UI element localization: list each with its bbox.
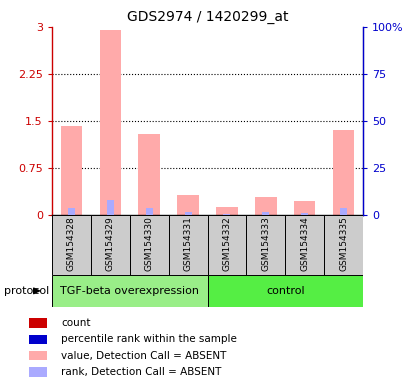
Text: value, Detection Call = ABSENT: value, Detection Call = ABSENT (61, 351, 227, 361)
Text: GSM154334: GSM154334 (300, 216, 309, 271)
Bar (139, 134, 160, 215)
Bar (29, 351, 47, 360)
Title: GDS2974 / 1420299_at: GDS2974 / 1420299_at (127, 10, 288, 25)
Bar (294, 201, 315, 215)
Text: GSM154330: GSM154330 (145, 216, 154, 271)
Text: percentile rank within the sample: percentile rank within the sample (61, 334, 237, 344)
Bar (333, 131, 354, 215)
Bar (52, 275, 208, 307)
Bar (91, 215, 130, 275)
Bar (247, 215, 286, 275)
Bar (107, 200, 114, 215)
Text: control: control (266, 286, 305, 296)
Bar (301, 213, 308, 215)
Bar (262, 212, 269, 215)
Bar (216, 207, 238, 215)
Text: GSM154331: GSM154331 (183, 216, 193, 271)
Bar (146, 209, 153, 215)
Bar (68, 207, 75, 215)
Text: TGF-beta overexpression: TGF-beta overexpression (60, 286, 199, 296)
Bar (177, 195, 199, 215)
Text: GSM154329: GSM154329 (106, 216, 115, 271)
Bar (29, 318, 47, 328)
Bar (61, 126, 82, 215)
Text: count: count (61, 318, 90, 328)
Text: protocol: protocol (4, 286, 49, 296)
Bar (29, 367, 47, 377)
Bar (208, 215, 247, 275)
Text: GSM154333: GSM154333 (261, 216, 270, 271)
Text: GSM154332: GSM154332 (222, 216, 232, 271)
Bar (340, 209, 347, 215)
Text: GSM154335: GSM154335 (339, 216, 348, 271)
Bar (223, 214, 230, 215)
Bar (130, 215, 168, 275)
Bar (185, 212, 192, 215)
Bar (100, 30, 121, 215)
Text: GSM154328: GSM154328 (67, 216, 76, 271)
Text: rank, Detection Call = ABSENT: rank, Detection Call = ABSENT (61, 367, 222, 377)
Bar (255, 197, 276, 215)
Bar (52, 215, 91, 275)
Bar (286, 215, 324, 275)
Bar (208, 275, 363, 307)
Bar (324, 215, 363, 275)
Bar (168, 215, 208, 275)
Bar (29, 335, 47, 344)
